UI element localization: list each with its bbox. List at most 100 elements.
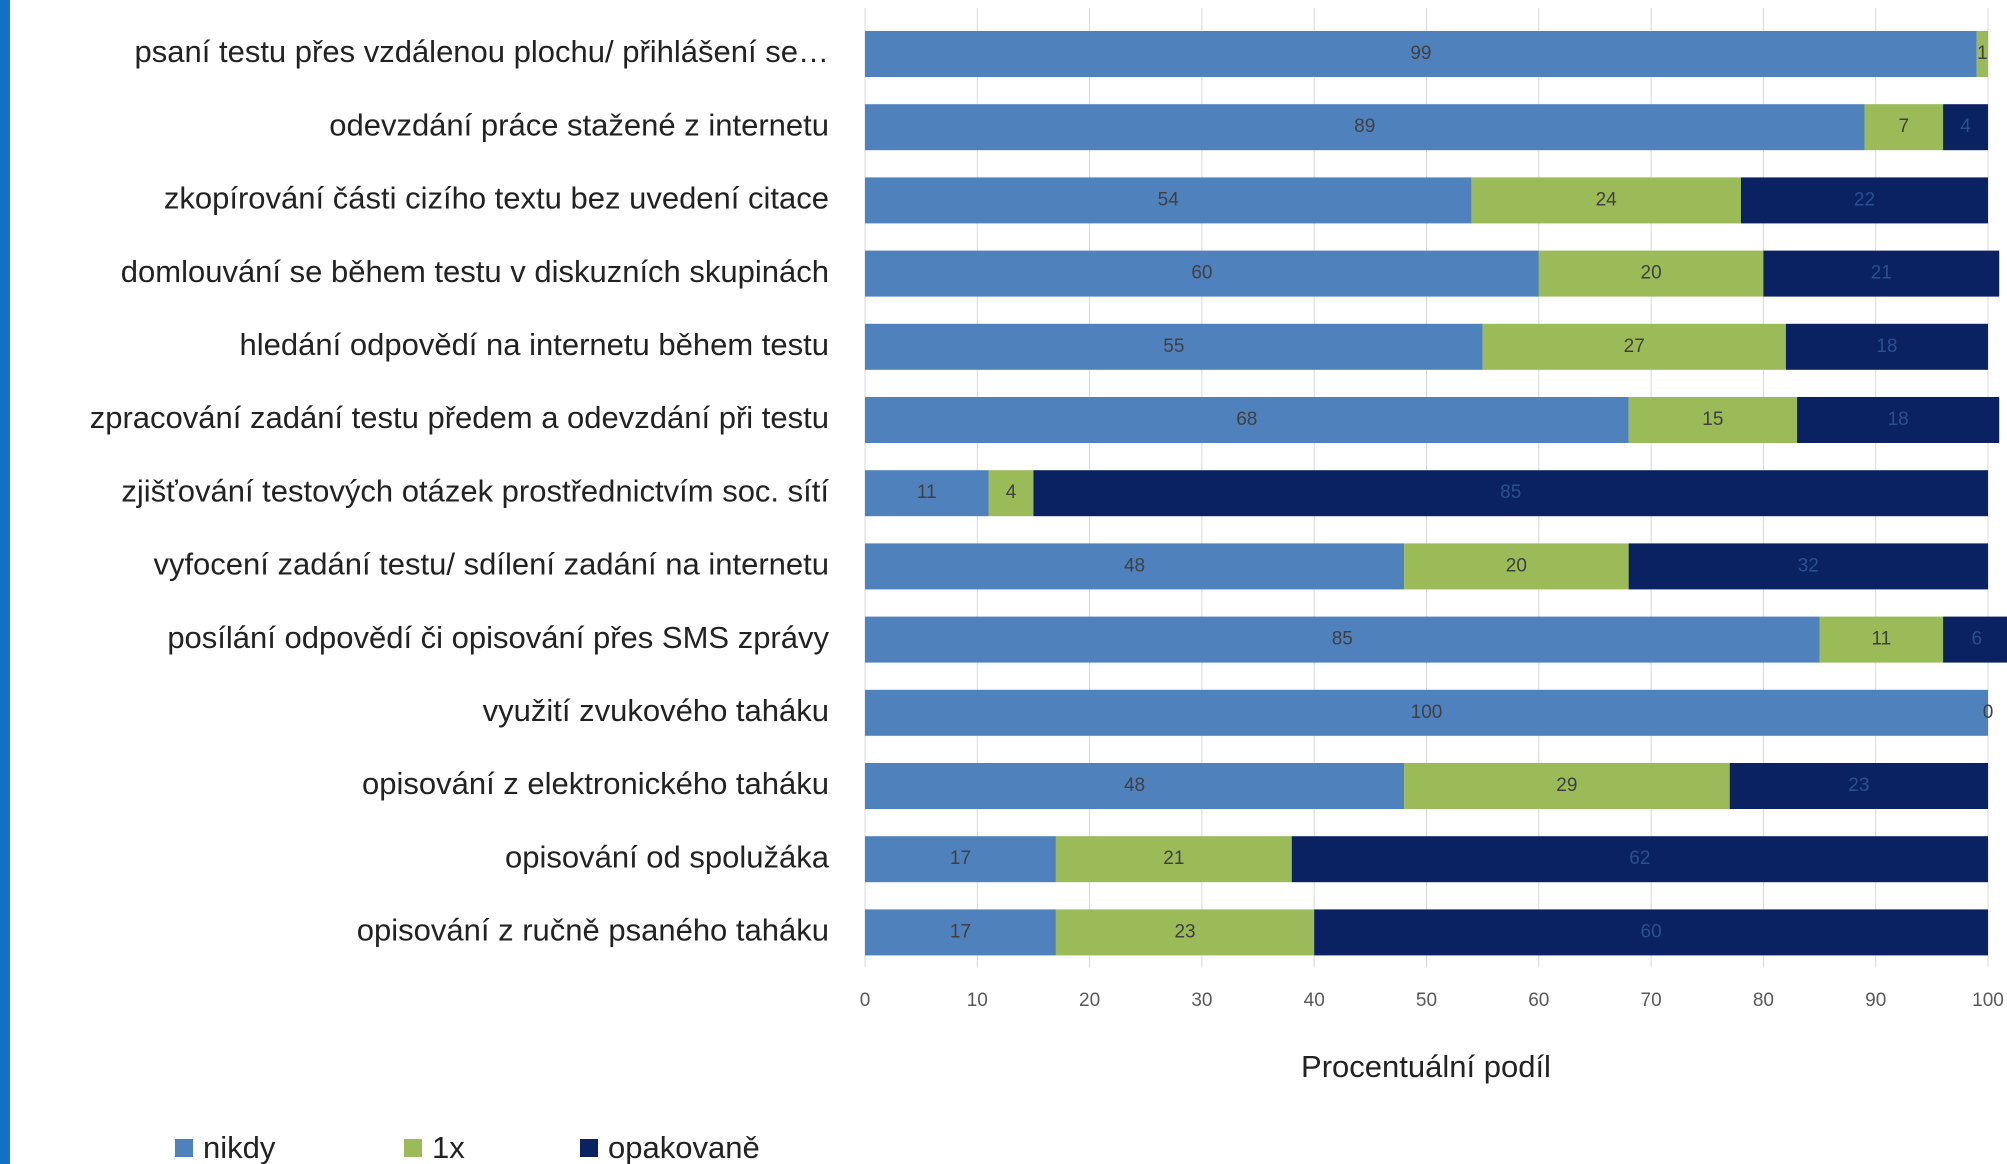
bar-segment [1628, 397, 1798, 443]
x-tick-label: 30 [1191, 990, 1212, 1011]
value-label: 55 [1163, 336, 1184, 357]
bar-segment [1314, 909, 1988, 956]
value-label: 4 [1006, 482, 1017, 503]
x-axis-title: Procentuální podíl [1301, 1049, 1551, 1084]
bar-segment [1033, 470, 1988, 517]
value-label: 60 [1641, 921, 1662, 942]
category-label: zjišťování testových otázek prostřednict… [121, 473, 829, 508]
value-label: 18 [1888, 409, 1909, 430]
category-label: opisování z ručně psaného taháku [357, 913, 829, 948]
x-tick-label: 20 [1079, 990, 1100, 1011]
bar-segment [1785, 323, 1988, 370]
value-label: 62 [1629, 848, 1650, 869]
bar-segment [1055, 836, 1292, 883]
bar-segment [865, 177, 1472, 224]
bar-segment [1943, 104, 1988, 151]
legend-label: 1x [432, 1130, 465, 1164]
bar-segment [865, 763, 1405, 809]
value-label: 23 [1174, 921, 1195, 942]
category-label: odevzdání práce stažené z internetu [329, 107, 829, 142]
bar-segment [865, 250, 1539, 297]
bar-segment [1864, 104, 1944, 151]
value-label: 24 [1596, 189, 1618, 210]
x-tick-label: 10 [967, 990, 988, 1011]
x-tick-label: 50 [1416, 990, 1437, 1011]
x-tick-label: 100 [1972, 990, 2004, 1011]
category-label: využití zvukového taháku [483, 693, 829, 728]
legend-swatch [175, 1139, 193, 1157]
legend-swatch [580, 1139, 598, 1157]
bar-segment [865, 543, 1405, 590]
bar-segment [865, 104, 1865, 151]
category-label: psaní testu přes vzdálenou plochu/ přihl… [135, 34, 829, 69]
value-label: 6 [1971, 629, 1982, 650]
legend-swatch [404, 1139, 422, 1157]
category-label: opisování z elektronického taháku [362, 766, 829, 801]
value-label: 99 [1410, 43, 1431, 64]
value-label: 11 [917, 482, 937, 503]
value-label: 4 [1960, 116, 1971, 137]
bar-segment [865, 323, 1483, 370]
legend-label: opakovaně [608, 1130, 760, 1164]
value-label: 85 [1332, 629, 1353, 650]
x-tick-label: 0 [860, 990, 871, 1011]
value-label: 48 [1124, 555, 1145, 576]
bar-segment [1763, 250, 2000, 297]
category-label: vyfocení zadání testu/ sdílení zadání na… [153, 547, 829, 582]
bar-segment [1291, 836, 1988, 883]
bar-segment [1471, 177, 1741, 224]
bar-segment [1819, 616, 1944, 663]
x-tick-label: 60 [1528, 990, 1549, 1011]
x-tick-label: 90 [1865, 990, 1886, 1011]
value-label: 15 [1702, 409, 1723, 430]
category-label: zkopírování části cizího textu bez uvede… [164, 181, 829, 216]
bar-segment [865, 31, 1977, 77]
value-label: 18 [1876, 336, 1897, 357]
bar-segment [1482, 323, 1786, 370]
bar-segment [1729, 763, 1988, 809]
bar-segment [1943, 616, 2007, 663]
value-label: 32 [1798, 555, 1819, 576]
value-label: 23 [1848, 775, 1869, 796]
value-label: 7 [1898, 116, 1909, 137]
legend-label: nikdy [203, 1130, 276, 1164]
value-label: 0 [1983, 702, 1994, 723]
value-label: 89 [1354, 116, 1375, 137]
bar-segment [865, 836, 1056, 883]
bar-segment [1976, 31, 1988, 77]
bar-segment [1628, 543, 1988, 590]
value-label: 29 [1556, 775, 1577, 796]
value-label: 17 [950, 921, 971, 942]
bar-segment [1740, 177, 1988, 224]
bar-segment [865, 909, 1056, 956]
value-label: 22 [1854, 189, 1875, 210]
x-tick-label: 70 [1641, 990, 1662, 1011]
value-label: 17 [950, 848, 971, 869]
side-stripe [0, 0, 10, 1164]
bar-segment [1055, 909, 1315, 956]
value-label: 100 [1411, 702, 1443, 723]
bar-segment [865, 616, 1820, 663]
value-label: 20 [1506, 555, 1527, 576]
x-tick-label: 40 [1304, 990, 1325, 1011]
bar-segment [1797, 397, 2000, 443]
bar-segment [865, 470, 989, 517]
value-label: 20 [1641, 263, 1662, 284]
value-label: 11 [1871, 629, 1891, 650]
bar-segment [865, 689, 1988, 736]
value-label: 68 [1236, 409, 1257, 430]
value-label: 54 [1158, 189, 1180, 210]
value-label: 27 [1624, 336, 1645, 357]
category-label: zpracování zadání testu předem a odevzdá… [90, 400, 829, 435]
bar-segment [1404, 543, 1629, 590]
value-label: 21 [1163, 848, 1184, 869]
category-label: hledání odpovědí na internetu během test… [240, 327, 829, 362]
bar-segment [865, 397, 1629, 443]
category-label: opisování od spolužáka [505, 839, 830, 874]
category-label: posílání odpovědí či opisování přes SMS … [167, 620, 829, 655]
value-label: 85 [1500, 482, 1521, 503]
value-label: 60 [1191, 263, 1212, 284]
value-label: 48 [1124, 775, 1145, 796]
category-label: domlouvání se během testu v diskuzních s… [121, 254, 829, 289]
